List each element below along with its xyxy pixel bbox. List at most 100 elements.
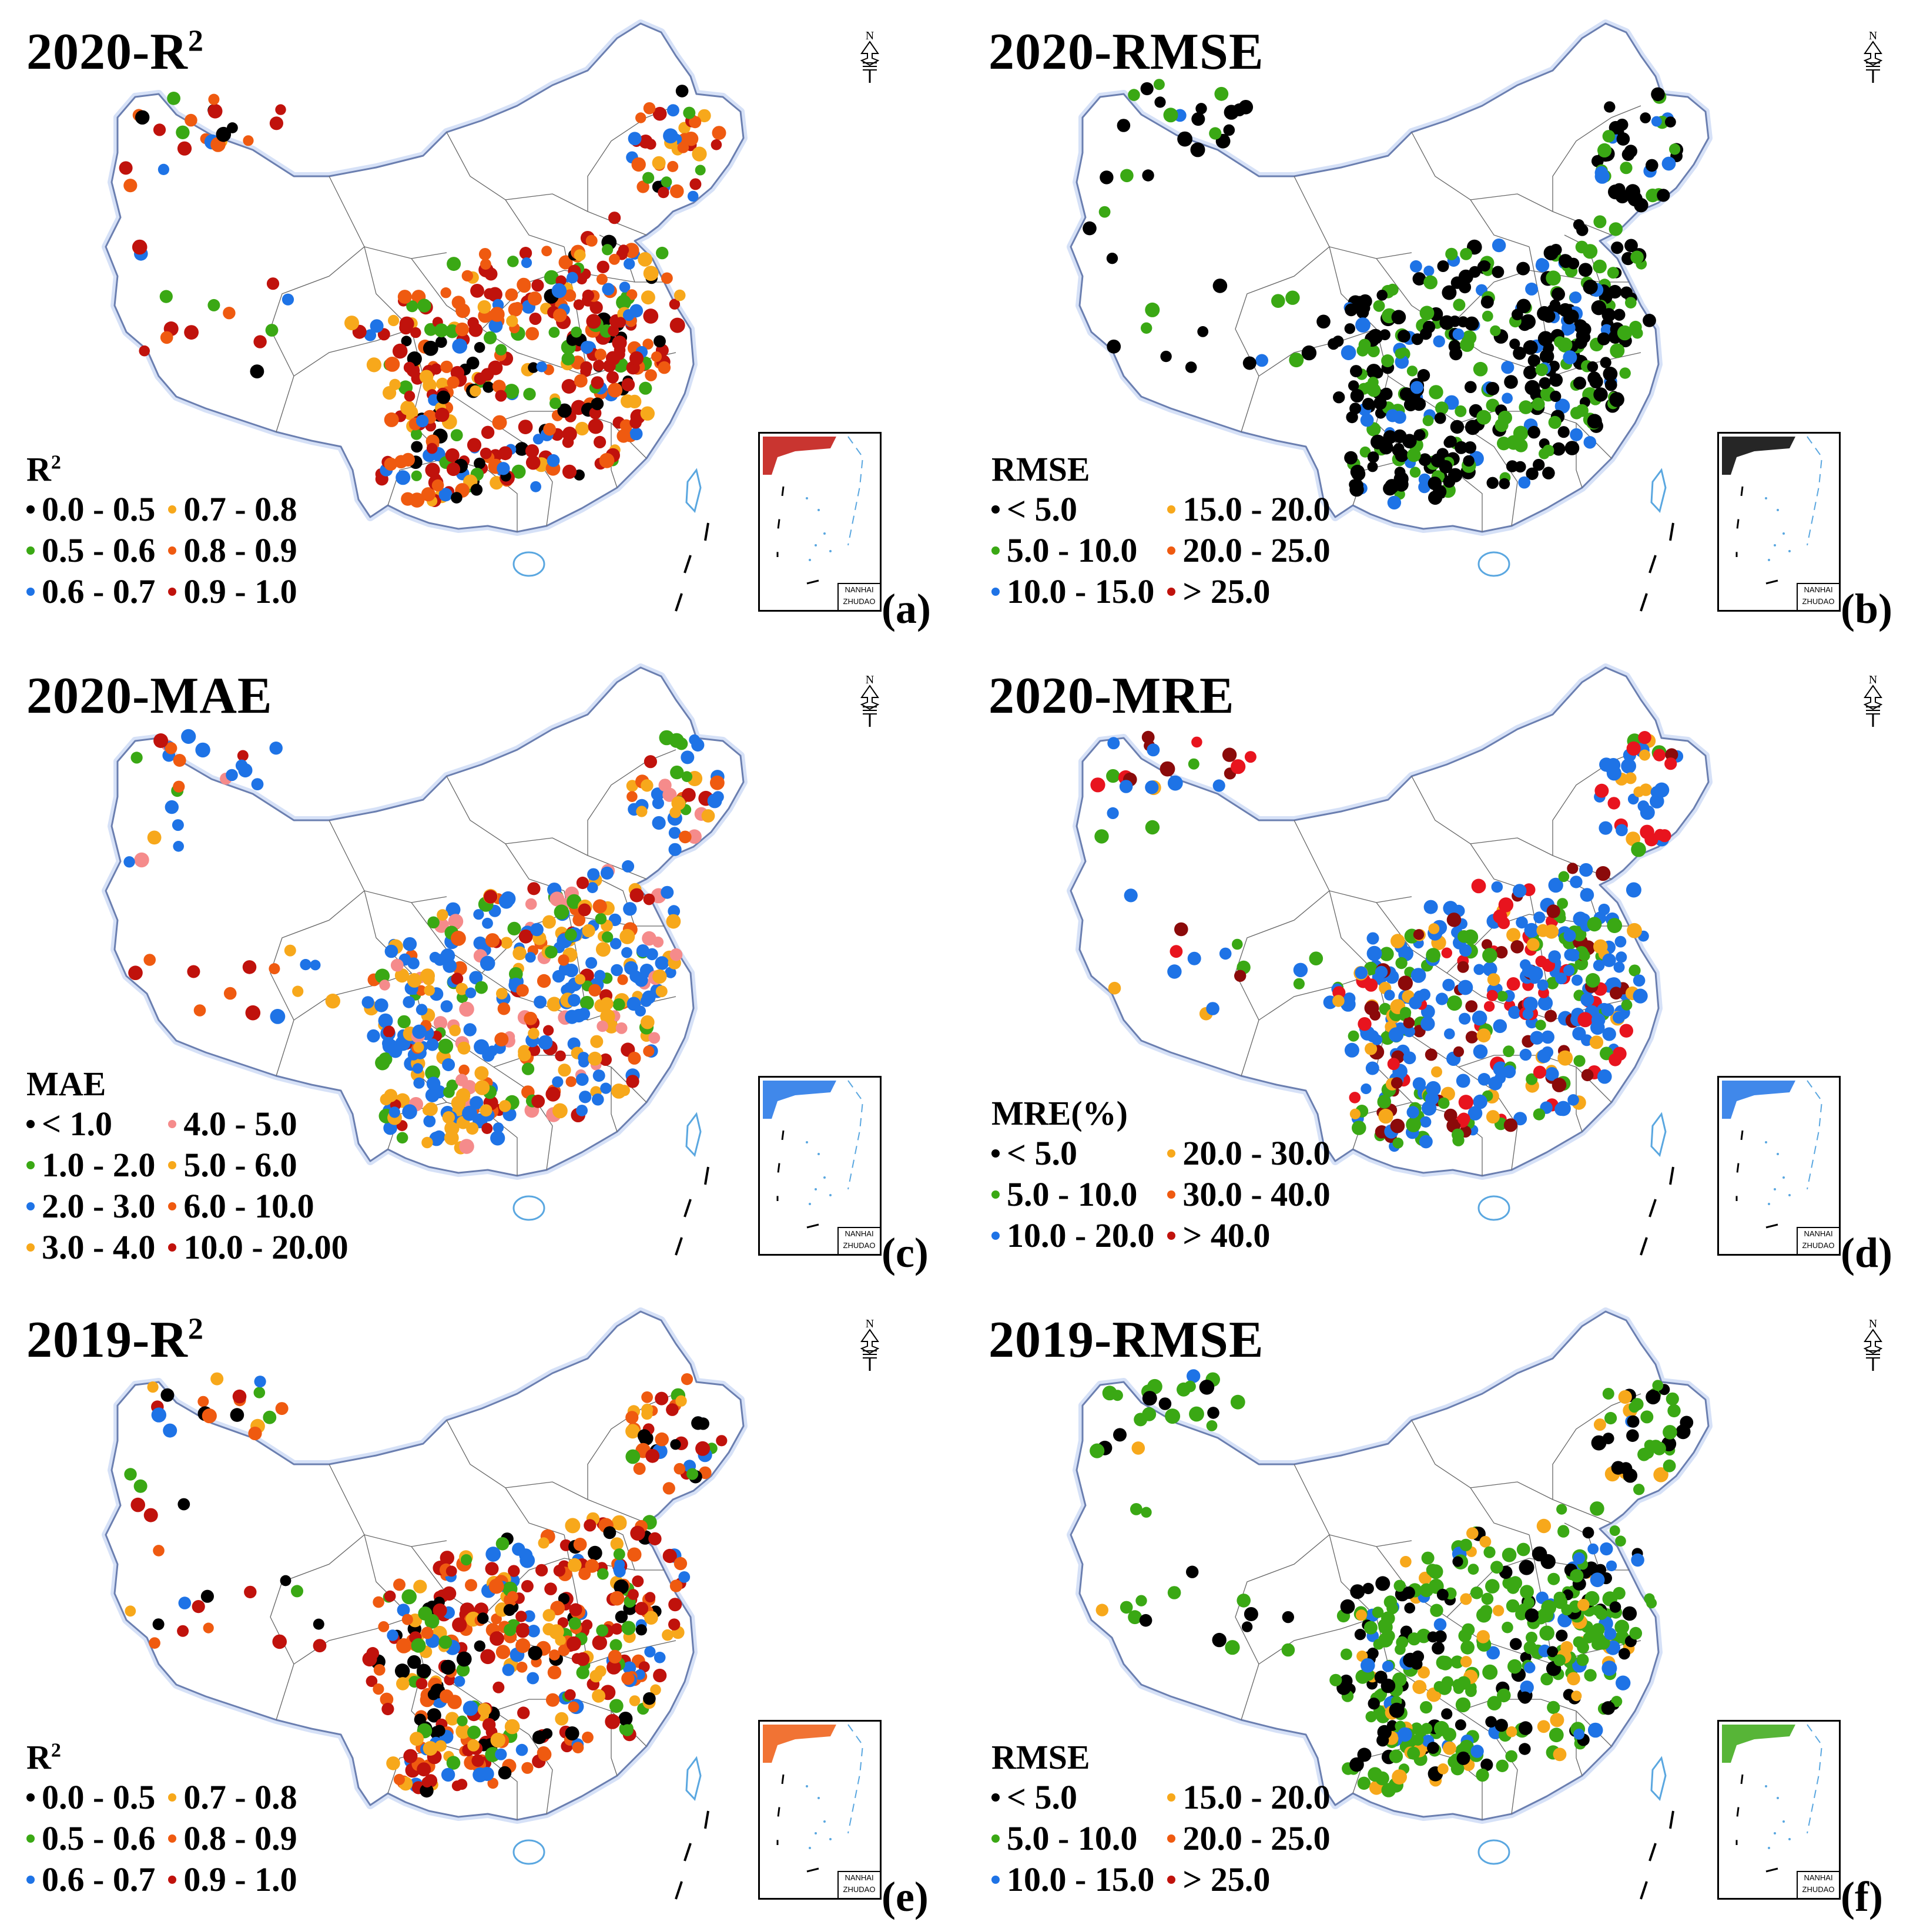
legend-swatch bbox=[1167, 588, 1176, 596]
station-point bbox=[1609, 1525, 1620, 1536]
station-point bbox=[1352, 1121, 1366, 1135]
station-point bbox=[1386, 1602, 1399, 1615]
station-point bbox=[669, 948, 683, 961]
station-point bbox=[448, 914, 464, 929]
station-point bbox=[1601, 1661, 1617, 1676]
station-point bbox=[619, 419, 633, 432]
station-point bbox=[147, 1381, 159, 1393]
station-point bbox=[1341, 345, 1356, 360]
station-point bbox=[193, 1004, 206, 1017]
station-point bbox=[584, 1519, 597, 1532]
station-point bbox=[1410, 260, 1422, 273]
station-point bbox=[367, 1029, 380, 1043]
station-point bbox=[1573, 911, 1588, 927]
station-point bbox=[668, 905, 681, 918]
station-point bbox=[1460, 1640, 1475, 1655]
legend: MAE < 1.0 4.0 - 5.0 1.0 - 2.0 5.0 - 6.0 2.0 -… bbox=[26, 1067, 349, 1264]
station-point bbox=[613, 1548, 625, 1561]
station-point bbox=[433, 1725, 445, 1737]
station-point bbox=[564, 928, 577, 941]
station-point bbox=[1616, 824, 1628, 837]
station-point bbox=[1527, 966, 1543, 982]
station-point bbox=[641, 1015, 655, 1029]
station-point bbox=[1410, 968, 1426, 983]
station-point bbox=[207, 298, 220, 311]
station-point bbox=[1587, 414, 1602, 429]
station-point bbox=[603, 1526, 616, 1539]
station-point bbox=[1487, 1696, 1502, 1710]
station-point bbox=[1465, 1000, 1478, 1012]
station-point bbox=[480, 447, 492, 459]
station-point bbox=[654, 335, 666, 348]
station-point bbox=[470, 484, 483, 496]
inset-caption-line1: NANHAI bbox=[1804, 585, 1833, 594]
station-point bbox=[419, 370, 434, 384]
station-point bbox=[416, 985, 427, 996]
station-point bbox=[1427, 1631, 1439, 1643]
station-point bbox=[619, 928, 635, 944]
station-point bbox=[652, 969, 667, 984]
station-point bbox=[1530, 1031, 1544, 1045]
station-point bbox=[1452, 1556, 1463, 1567]
station-point bbox=[1418, 473, 1431, 486]
station-point bbox=[698, 109, 711, 123]
station-point bbox=[1345, 303, 1358, 317]
station-point bbox=[1516, 261, 1530, 276]
station-point bbox=[1619, 1024, 1633, 1038]
station-point bbox=[611, 1515, 627, 1531]
station-point bbox=[1585, 973, 1600, 988]
station-point bbox=[1465, 1031, 1479, 1044]
panel-title: 2020-R2 bbox=[26, 26, 204, 78]
station-point bbox=[411, 470, 422, 481]
station-point bbox=[1396, 1636, 1409, 1649]
station-point bbox=[396, 1677, 410, 1690]
station-point bbox=[490, 1631, 504, 1646]
legend-title: RMSE bbox=[991, 1740, 1331, 1775]
station-point bbox=[561, 379, 577, 394]
station-point bbox=[416, 1663, 431, 1679]
station-point bbox=[1520, 314, 1536, 330]
station-point bbox=[466, 1122, 479, 1135]
station-point bbox=[639, 381, 652, 395]
station-point bbox=[1362, 398, 1375, 410]
station-point bbox=[1587, 361, 1599, 373]
station-point bbox=[1403, 1051, 1416, 1065]
station-point bbox=[668, 843, 682, 856]
station-point bbox=[1597, 332, 1610, 346]
legend-swatch bbox=[26, 1243, 35, 1252]
station-point bbox=[611, 1623, 623, 1635]
station-point bbox=[397, 1015, 411, 1029]
legend-item-label: 6.0 - 10.0 bbox=[183, 1187, 314, 1225]
station-point bbox=[1483, 1001, 1495, 1012]
station-point bbox=[445, 902, 461, 917]
station-point bbox=[675, 1395, 687, 1407]
station-point bbox=[1557, 898, 1568, 909]
panel-title-text: 2020-RMSE bbox=[989, 24, 1264, 80]
legend-item: 0.7 - 0.8 bbox=[168, 1780, 297, 1814]
station-point bbox=[1570, 1569, 1584, 1583]
station-point bbox=[597, 1568, 609, 1580]
station-point bbox=[1412, 1734, 1424, 1746]
station-point bbox=[421, 1136, 433, 1149]
legend-title-text: R bbox=[26, 450, 51, 488]
legend: R2 0.0 - 0.5 0.7 - 0.8 0.5 - 0.6 0.8 - 0.9 0.… bbox=[26, 1740, 297, 1897]
station-point bbox=[403, 996, 415, 1008]
station-point bbox=[412, 1063, 423, 1074]
station-point bbox=[1473, 361, 1488, 377]
province-border bbox=[423, 1019, 553, 1170]
station-point bbox=[128, 965, 143, 980]
station-point bbox=[498, 446, 512, 461]
station-point bbox=[1523, 1641, 1537, 1655]
station-point bbox=[1366, 945, 1382, 961]
station-point bbox=[594, 435, 607, 449]
panel-title-text: 2019-RMSE bbox=[989, 1312, 1264, 1368]
station-point bbox=[379, 980, 390, 991]
station-point bbox=[1107, 807, 1119, 819]
hainan-island bbox=[1477, 1195, 1510, 1221]
station-point bbox=[1563, 350, 1577, 365]
station-point bbox=[592, 1069, 605, 1082]
station-point bbox=[1522, 1008, 1534, 1020]
station-point bbox=[1142, 1391, 1157, 1406]
station-point bbox=[1646, 159, 1658, 172]
station-point bbox=[663, 128, 678, 143]
